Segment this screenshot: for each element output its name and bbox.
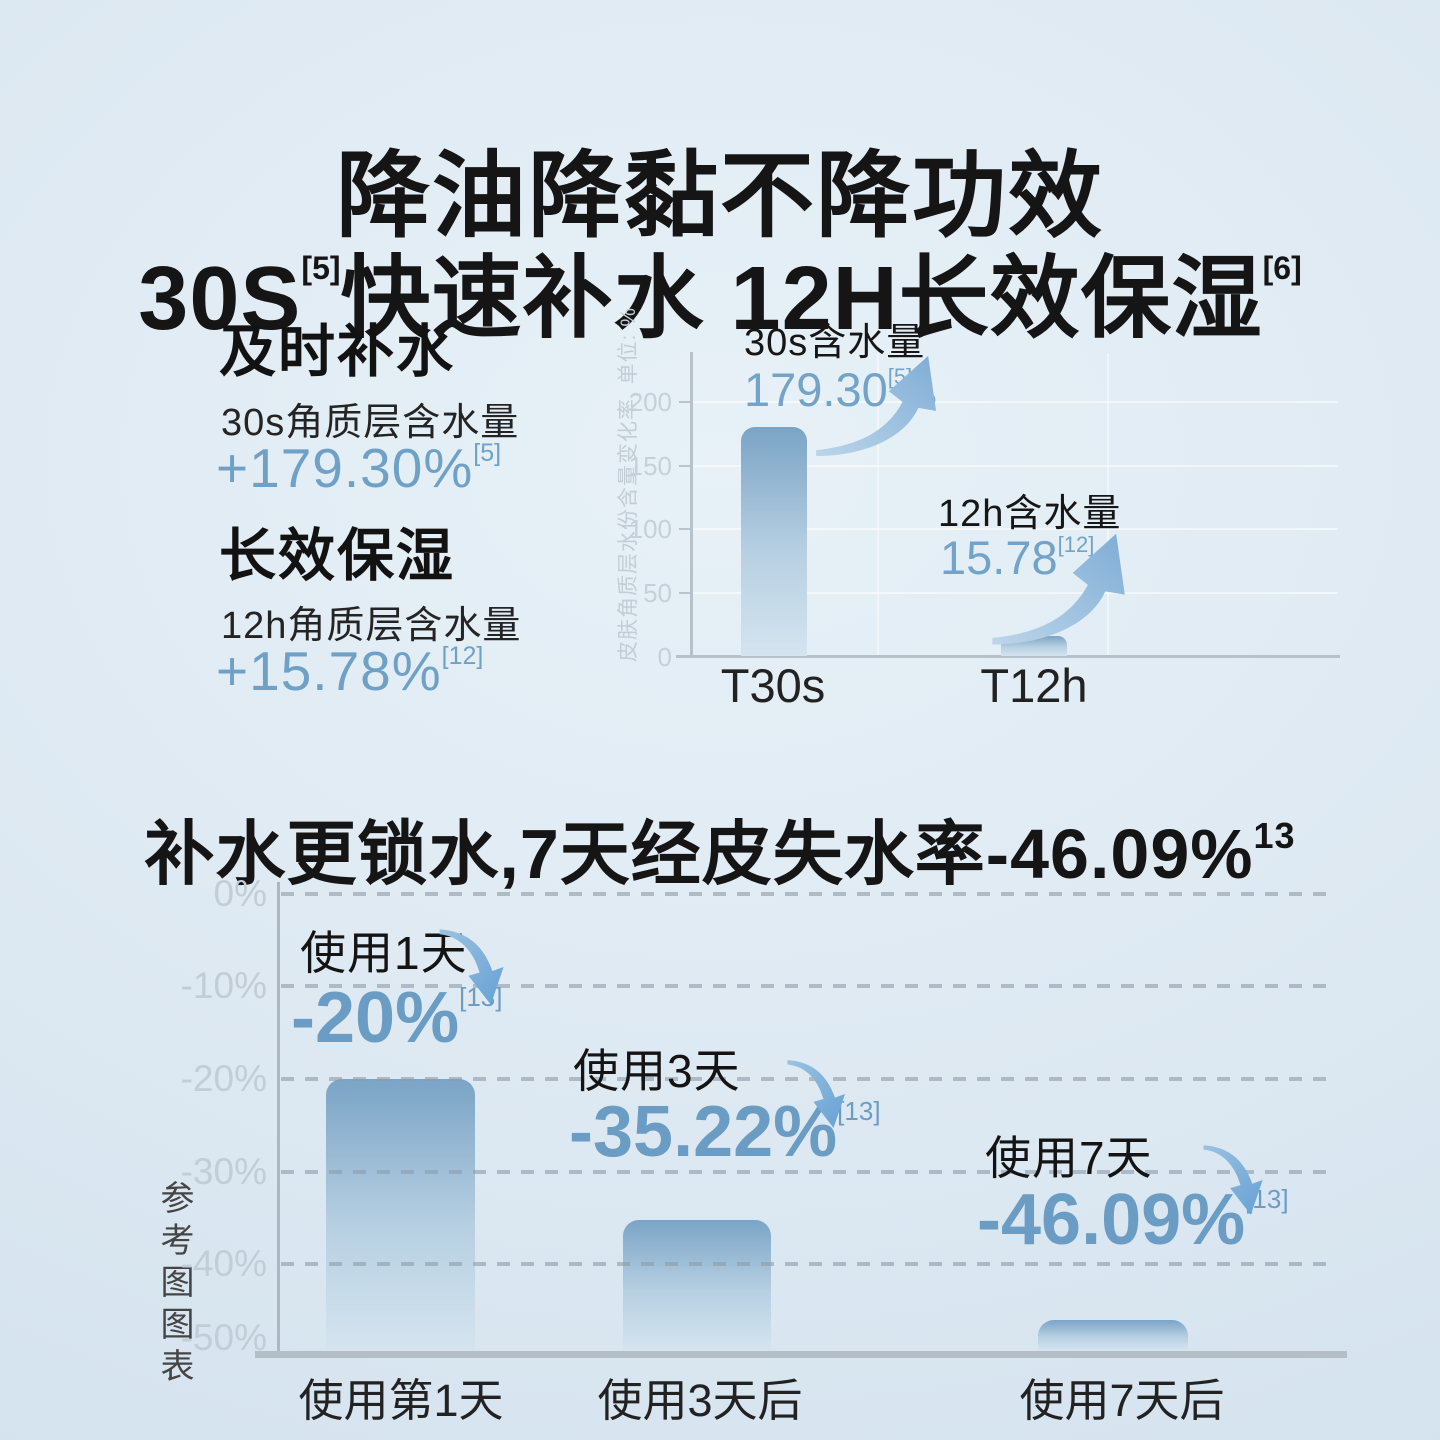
dashed-gridline	[281, 1077, 1332, 1081]
bar-t30s	[741, 427, 807, 656]
footnote-5: [5]	[473, 439, 502, 467]
y-tick-neg10: -10%	[180, 965, 267, 1006]
x-axis-line	[676, 655, 1340, 658]
annotation-label-30s: 30s含水量	[744, 322, 926, 364]
down-arrow-icon	[439, 929, 504, 1005]
annotation-value-day3: -35.22%[13]	[569, 1092, 881, 1172]
x-label-t30s: T30s	[720, 659, 826, 712]
y-tick-neg50: -50%	[180, 1317, 267, 1358]
y-tick-100: 100	[628, 514, 672, 544]
title-30s: 30S	[138, 249, 302, 350]
y-tick-neg20: -20%	[180, 1058, 267, 1099]
annotation-label-day1: 使用1天	[300, 927, 468, 979]
y-tick-neg30: -30%	[180, 1151, 267, 1192]
dashed-gridline	[281, 1170, 1332, 1174]
y-tick-200: 200	[628, 387, 672, 417]
y-axis-line	[690, 352, 693, 658]
dashed-gridline	[281, 984, 1332, 988]
main-title-line2: 30S[5]快速补水 12H长效保湿[6]	[0, 252, 1440, 344]
side-label: 参考图图表	[155, 1180, 193, 1390]
main-title-line1: 降油降黏不降功效	[335, 142, 1104, 248]
footnote-5: [5]	[301, 250, 341, 287]
dashed-gridline	[281, 1262, 1332, 1266]
feature-value-moisture: +15.78%[12]	[216, 640, 484, 702]
tick-mark	[679, 401, 690, 403]
gridline	[693, 401, 1338, 403]
annotation-label-12h: 12h含水量	[938, 493, 1122, 535]
x-label-day3: 使用3天后	[597, 1375, 803, 1426]
x-label-day1: 使用第1天	[298, 1375, 504, 1426]
gridline	[1107, 353, 1109, 655]
bar-day3	[623, 1220, 771, 1351]
feature-subtext-moisture: 12h角质层含水量	[221, 605, 522, 647]
annotation-value-day7: -46.09%[13]	[977, 1180, 1289, 1260]
up-arrow-icon	[992, 533, 1125, 645]
down-arrow-icon	[787, 1060, 846, 1128]
y-tick-0pct: 0%	[213, 873, 267, 914]
x-axis-baseline	[255, 1351, 1347, 1358]
bar-day7	[1038, 1320, 1188, 1351]
annotation-label-day3: 使用3天	[573, 1045, 741, 1097]
feature-value-hydrate: +179.30%[5]	[216, 437, 502, 499]
gridline	[877, 353, 879, 655]
title-mid: 快速补水 12H长效保湿	[340, 249, 1263, 350]
gridline	[693, 592, 1338, 594]
y-tick-50: 50	[643, 578, 672, 608]
footnote-13: 13	[1253, 815, 1296, 857]
y-tick-0: 0	[657, 642, 672, 672]
annotation-label-day7: 使用7天	[985, 1132, 1153, 1184]
x-label-t12h: T12h	[980, 659, 1088, 712]
feature-heading-moisture: 长效保湿	[219, 524, 455, 588]
down-arrow-icon	[1203, 1145, 1263, 1215]
y-tick-neg40: -40%	[180, 1243, 267, 1284]
feature-subtext-hydrate: 30s角质层含水量	[221, 402, 520, 444]
gridline	[693, 465, 1338, 467]
tick-mark	[679, 528, 690, 530]
footnote-12: [12]	[441, 642, 484, 670]
y-axis-line	[277, 882, 280, 1353]
x-label-day7: 使用7天后	[1019, 1375, 1225, 1426]
dashed-gridline	[281, 892, 1332, 896]
feature-heading-hydrate: 及时补水	[219, 320, 455, 384]
gridline	[693, 528, 1338, 530]
y-tick-150: 150	[628, 451, 672, 481]
tick-mark	[679, 465, 690, 467]
section2-title: 补水更锁水,7天经皮失水率-46.09%13	[144, 815, 1296, 894]
annotation-value-day1: -20%[13]	[291, 978, 503, 1058]
footnote-6: [6]	[1262, 250, 1302, 287]
up-arrow-icon	[816, 355, 937, 457]
bar-day1	[326, 1079, 475, 1351]
tick-mark	[679, 592, 690, 594]
